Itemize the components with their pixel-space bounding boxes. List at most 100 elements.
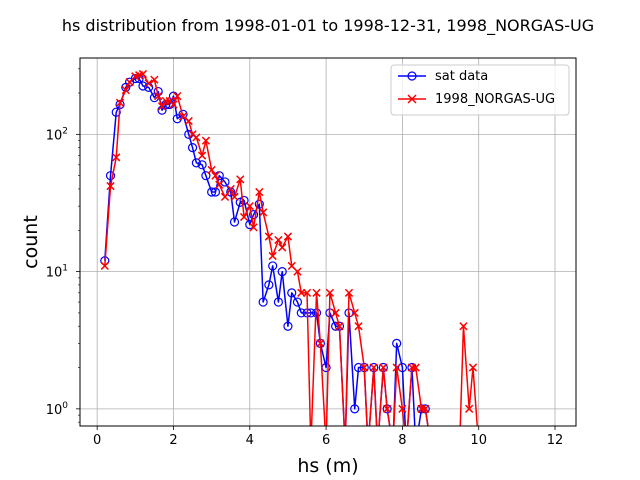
data-point bbox=[215, 180, 224, 189]
data-point bbox=[112, 153, 121, 162]
data-point bbox=[335, 322, 344, 331]
data-point bbox=[277, 267, 287, 277]
data-point bbox=[255, 187, 264, 197]
data-point bbox=[144, 79, 153, 88]
data-point bbox=[264, 232, 273, 241]
data-point bbox=[245, 201, 254, 211]
data-point bbox=[121, 85, 130, 95]
data-point bbox=[236, 175, 245, 184]
data-point bbox=[201, 136, 211, 145]
data-point bbox=[173, 91, 182, 101]
chart-title: hs distribution from 1998-01-01 to 1998-… bbox=[62, 16, 594, 36]
data-point bbox=[187, 143, 198, 153]
legend: sat data 1998_NORGAS-UG bbox=[390, 64, 570, 116]
legend-sat-label: sat data bbox=[435, 69, 488, 84]
data-point bbox=[411, 363, 420, 372]
x-axis: 0 2 4 6 8 10 12 bbox=[93, 426, 563, 448]
data-point bbox=[264, 280, 274, 290]
data-point bbox=[229, 217, 240, 227]
data-point bbox=[354, 322, 363, 331]
legend-model-marker bbox=[407, 94, 417, 104]
y-axis-label: count bbox=[20, 215, 42, 269]
data-point bbox=[331, 308, 340, 318]
data-point bbox=[211, 171, 220, 180]
data-point bbox=[268, 261, 278, 271]
x-tick-label: 12 bbox=[547, 433, 564, 448]
y-tick-label: 100 bbox=[46, 401, 69, 418]
data-point bbox=[154, 91, 163, 101]
data-point bbox=[239, 195, 249, 206]
data-point bbox=[157, 102, 167, 111]
data-point bbox=[111, 107, 121, 117]
data-point bbox=[392, 363, 401, 372]
data-point bbox=[421, 404, 430, 413]
data-point bbox=[207, 165, 216, 175]
legend-sat-marker bbox=[407, 71, 417, 81]
data-point bbox=[150, 75, 159, 84]
series-layer bbox=[100, 69, 479, 426]
data-point bbox=[325, 288, 335, 297]
data-point bbox=[468, 363, 478, 372]
data-point bbox=[292, 297, 303, 307]
data-point bbox=[369, 363, 378, 372]
data-point bbox=[397, 362, 407, 373]
data-point bbox=[344, 288, 354, 297]
data-point bbox=[360, 363, 369, 372]
data-point bbox=[192, 133, 201, 142]
data-point bbox=[353, 362, 364, 373]
y-tick-base: 10 bbox=[46, 266, 63, 281]
data-point bbox=[138, 69, 148, 79]
data-point bbox=[100, 261, 109, 271]
x-tick-label: 8 bbox=[398, 433, 406, 448]
data-point bbox=[283, 232, 293, 241]
data-point bbox=[191, 158, 201, 168]
data-point bbox=[197, 151, 207, 160]
x-tick-label: 6 bbox=[322, 433, 330, 448]
data-point bbox=[274, 235, 283, 245]
x-tick-label: 4 bbox=[246, 433, 254, 448]
y-tick-base: 10 bbox=[46, 403, 63, 418]
data-point bbox=[207, 187, 217, 197]
y-tick-base: 10 bbox=[46, 128, 63, 143]
data-point bbox=[197, 160, 207, 170]
data-point bbox=[268, 251, 277, 261]
data-point bbox=[178, 112, 188, 121]
data-point bbox=[239, 212, 249, 222]
data-point bbox=[465, 404, 474, 413]
y-tick-exponent: 1 bbox=[62, 264, 68, 274]
data-point bbox=[350, 404, 360, 414]
series-1 bbox=[100, 69, 479, 426]
plot-area bbox=[79, 57, 577, 427]
y-tick-label: 101 bbox=[46, 264, 68, 281]
data-point bbox=[293, 267, 302, 276]
y-tick-exponent: 2 bbox=[62, 126, 68, 136]
data-point bbox=[201, 171, 211, 181]
data-point bbox=[302, 288, 312, 297]
data-point bbox=[105, 171, 116, 181]
data-point bbox=[169, 100, 178, 109]
y-tick-exponent: 0 bbox=[62, 401, 68, 411]
data-point bbox=[226, 184, 235, 194]
data-point bbox=[296, 308, 306, 318]
data-point bbox=[379, 363, 388, 372]
data-point bbox=[254, 199, 264, 209]
data-point bbox=[459, 322, 468, 331]
data-point bbox=[249, 210, 259, 220]
data-point bbox=[398, 404, 407, 413]
legend-box bbox=[390, 64, 570, 116]
data-point bbox=[350, 308, 359, 318]
x-axis-label: hs (m) bbox=[297, 455, 358, 477]
data-point bbox=[259, 208, 268, 217]
data-point bbox=[383, 404, 392, 413]
data-point bbox=[273, 297, 283, 307]
data-point bbox=[106, 181, 115, 191]
legend-model-label: 1998_NORGAS-UG bbox=[435, 92, 555, 107]
y-tick-label: 102 bbox=[46, 126, 68, 143]
data-point bbox=[220, 192, 230, 202]
data-point bbox=[392, 338, 402, 348]
data-point bbox=[230, 192, 239, 202]
data-point bbox=[249, 223, 258, 232]
data-point bbox=[130, 73, 140, 84]
